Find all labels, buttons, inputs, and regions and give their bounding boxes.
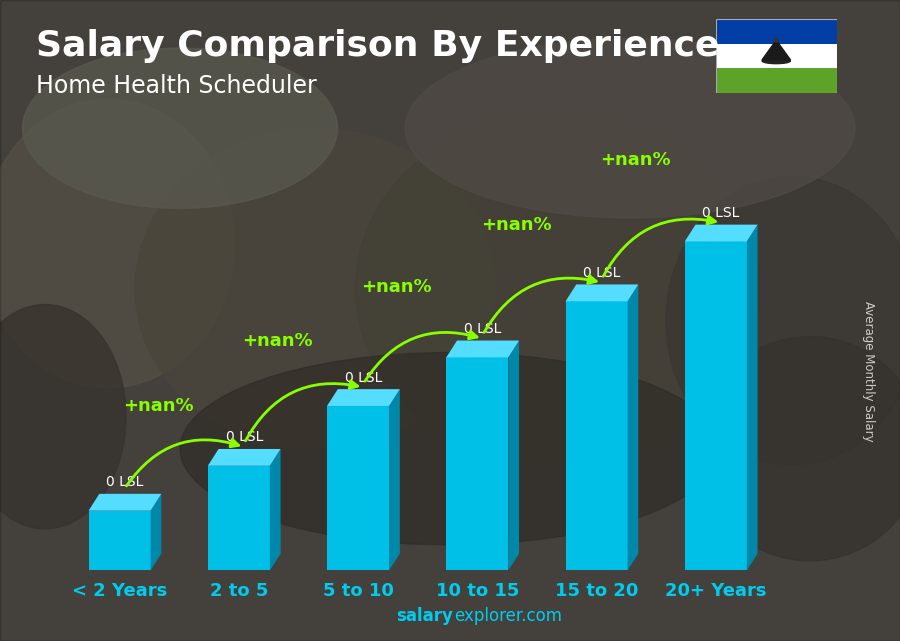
Text: Salary Comparison By Experience: Salary Comparison By Experience bbox=[36, 29, 719, 63]
Ellipse shape bbox=[698, 337, 900, 561]
Ellipse shape bbox=[135, 128, 495, 449]
Text: 0 LSL: 0 LSL bbox=[226, 431, 263, 444]
Bar bbox=[565, 301, 627, 570]
Text: Average Monthly Salary: Average Monthly Salary bbox=[862, 301, 875, 442]
Polygon shape bbox=[565, 285, 638, 301]
Polygon shape bbox=[208, 449, 281, 466]
Text: salary: salary bbox=[396, 607, 453, 625]
Polygon shape bbox=[150, 494, 161, 570]
Polygon shape bbox=[508, 340, 519, 570]
Bar bbox=[716, 44, 837, 68]
Circle shape bbox=[774, 38, 778, 42]
Bar bbox=[716, 19, 837, 44]
Bar bbox=[327, 406, 389, 570]
Text: +nan%: +nan% bbox=[481, 216, 552, 234]
Text: +nan%: +nan% bbox=[242, 332, 313, 350]
Text: +nan%: +nan% bbox=[123, 397, 194, 415]
Text: +nan%: +nan% bbox=[362, 278, 432, 296]
Text: 0 LSL: 0 LSL bbox=[464, 322, 501, 336]
Text: 0 LSL: 0 LSL bbox=[703, 206, 740, 220]
Ellipse shape bbox=[666, 176, 900, 465]
Ellipse shape bbox=[0, 304, 126, 529]
Ellipse shape bbox=[762, 58, 790, 63]
Polygon shape bbox=[389, 389, 400, 570]
Text: +nan%: +nan% bbox=[600, 151, 670, 169]
Text: 0 LSL: 0 LSL bbox=[583, 266, 621, 280]
Text: explorer.com: explorer.com bbox=[454, 607, 562, 625]
Ellipse shape bbox=[0, 99, 234, 388]
Polygon shape bbox=[270, 449, 281, 570]
Polygon shape bbox=[685, 224, 758, 242]
Polygon shape bbox=[762, 40, 790, 60]
Text: 0 LSL: 0 LSL bbox=[106, 476, 144, 489]
Polygon shape bbox=[446, 340, 519, 358]
Ellipse shape bbox=[405, 38, 855, 218]
Bar bbox=[208, 466, 270, 570]
Polygon shape bbox=[747, 224, 758, 570]
Ellipse shape bbox=[180, 353, 720, 545]
Text: Home Health Scheduler: Home Health Scheduler bbox=[36, 74, 317, 97]
Polygon shape bbox=[627, 285, 638, 570]
Bar bbox=[446, 358, 508, 570]
Bar bbox=[716, 68, 837, 93]
Ellipse shape bbox=[356, 112, 760, 465]
Ellipse shape bbox=[22, 48, 338, 208]
Polygon shape bbox=[88, 494, 161, 511]
Polygon shape bbox=[327, 389, 400, 406]
Bar bbox=[685, 242, 747, 570]
Bar bbox=[88, 511, 150, 570]
Text: 0 LSL: 0 LSL bbox=[345, 370, 382, 385]
